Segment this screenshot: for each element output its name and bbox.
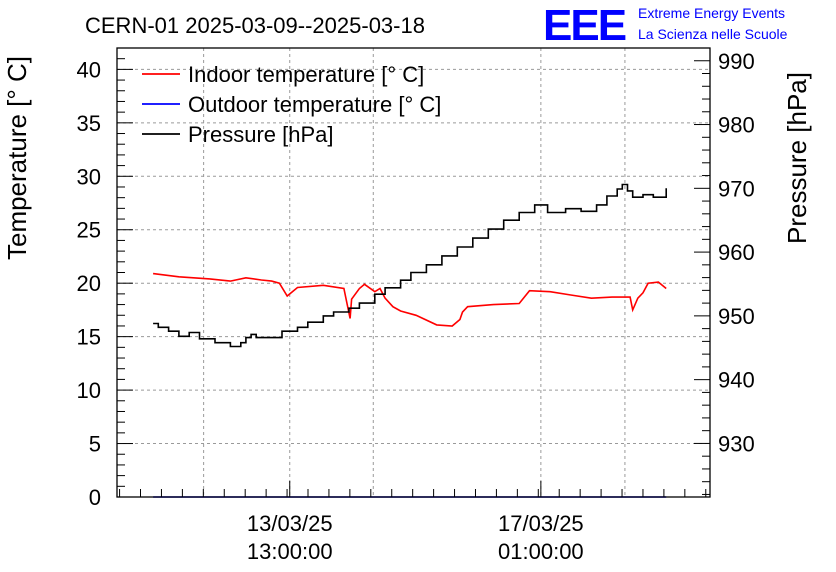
y2-tick-label: 950 <box>718 304 755 329</box>
y-tick-label: 5 <box>89 432 101 457</box>
x-tick-date: 13/03/25 <box>247 511 333 536</box>
x-tick-time: 13:00:00 <box>247 539 333 564</box>
y2-tick-label: 930 <box>718 431 755 456</box>
legend: Indoor temperature [° C] Outdoor temperat… <box>142 62 441 147</box>
legend-label: Outdoor temperature [° C] <box>188 92 441 117</box>
plot-frame <box>116 47 711 498</box>
eee-logo-line1: Extreme Energy Events <box>638 5 785 21</box>
eee-logo: EEE Extreme Energy Events La Scienza nel… <box>543 1 788 50</box>
y-tick-label: 30 <box>77 164 101 189</box>
y-tick-label: 40 <box>77 57 101 82</box>
chart-title: CERN-01 2025-03-09--2025-03-18 <box>85 13 425 38</box>
x-tick-date: 17/03/25 <box>498 511 584 536</box>
y-axis-title: Temperature [° C] <box>2 56 32 260</box>
y2-tick-label: 940 <box>718 368 755 393</box>
legend-label: Indoor temperature [° C] <box>188 62 424 87</box>
legend-label: Pressure [hPa] <box>188 122 334 147</box>
y-tick-label: 15 <box>77 325 101 350</box>
y2-axis-title: Pressure [hPa] <box>782 72 812 244</box>
y2-tick-label: 970 <box>718 176 755 201</box>
y2-tick-label: 960 <box>718 240 755 265</box>
y-tick-label: 35 <box>77 111 101 136</box>
y-tick-label: 0 <box>89 485 101 510</box>
y-tick-label: 20 <box>77 271 101 296</box>
series-line <box>153 183 667 348</box>
eee-logo-line2: La Scienza nelle Scuole <box>638 26 788 42</box>
axes: 0 5 10 15 20 25 30 35 40 930 940 950 960 970 980 990 13/… <box>77 47 755 564</box>
y2-tick-label: 990 <box>718 49 755 74</box>
y2-tick-label: 980 <box>718 113 755 138</box>
grid <box>117 48 710 497</box>
series-line <box>153 272 667 327</box>
y-tick-label: 10 <box>77 378 101 403</box>
x-tick-time: 01:00:00 <box>498 539 584 564</box>
y-tick-label: 25 <box>77 218 101 243</box>
eee-logo-mark: EEE <box>543 1 626 50</box>
